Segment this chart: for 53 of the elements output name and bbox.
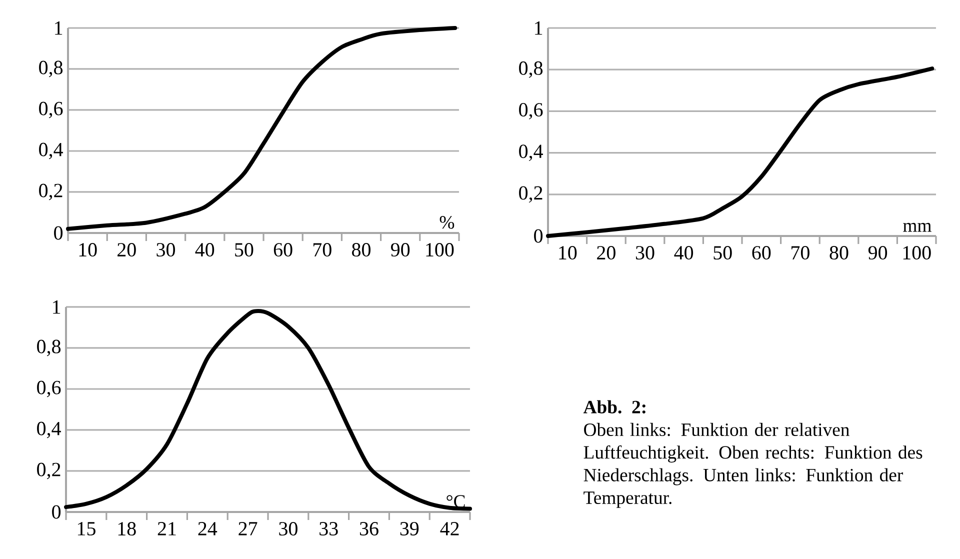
x-axis-title: %	[440, 216, 454, 229]
x-tick-label: 80	[352, 243, 370, 257]
y-tick-label: 0,4	[519, 144, 543, 161]
y-tick-label: 0,4	[37, 422, 61, 438]
text: Oben links: Funktion der relativen Luftfeuchtigkeit. Oben rechts: Funktion des Niederschlags. Unten links: Funktion der Temperatur.	[584, 422, 922, 508]
x-tick-label: 27	[238, 522, 258, 536]
y-tick-label: 0,4	[39, 142, 63, 160]
x-tick-label: 21	[158, 522, 176, 536]
y-tick-label: 0,8	[37, 340, 61, 356]
x-tick-label: 50	[235, 243, 254, 257]
x-tick-label: 90	[391, 243, 410, 257]
y-tick-label: 1	[53, 300, 60, 314]
x-tick-label: 30	[156, 243, 175, 257]
x-tick-label: 39	[400, 522, 419, 536]
x-tick-label: 24	[198, 522, 218, 536]
x-axis-title: mm	[903, 222, 932, 232]
x-tick-label: 42	[440, 522, 459, 536]
x-tick-label: 15	[78, 522, 96, 536]
x-tick-label: 30	[636, 246, 654, 260]
y-tick-label: 0	[534, 229, 543, 243]
line-series	[66, 26, 458, 231]
x-tick-label: 70	[313, 243, 332, 257]
y-tick-label: 1	[535, 21, 542, 35]
y-tick-label: 0	[52, 505, 61, 519]
x-tick-label: 70	[792, 246, 810, 260]
y-tick-label: 1	[55, 21, 62, 35]
x-tick-label: 18	[118, 522, 136, 536]
x-tick-label: 100	[903, 246, 931, 260]
y-tick-label: 0,2	[37, 462, 60, 480]
x-tick-label: 80	[830, 246, 848, 260]
x-tick-label: 60	[752, 246, 771, 260]
x-tick-label: 10	[79, 243, 97, 257]
text: Abb. 2:	[583, 400, 646, 414]
x-tick-label: 100	[426, 243, 454, 257]
x-tick-label: 40	[195, 243, 214, 257]
y-tick-label: 0,2	[519, 186, 542, 203]
y-tick-label: 0,8	[519, 61, 543, 78]
y-tick-label: 0,2	[39, 184, 62, 200]
y-tick-label: 0,6	[39, 102, 63, 118]
y-tick-label: 0,6	[37, 380, 61, 398]
x-tick-label: 33	[320, 522, 338, 536]
y-tick-label: 0,8	[39, 60, 63, 78]
x-tick-label: 50	[714, 246, 732, 260]
x-tick-label: 10	[559, 246, 577, 260]
x-tick-label: 60	[274, 243, 292, 257]
x-tick-label: 30	[279, 522, 298, 536]
y-tick-label: 0	[54, 226, 63, 240]
y-tick-label: 0,6	[519, 103, 543, 120]
x-tick-label: 90	[868, 246, 888, 260]
x-tick-label: 36	[360, 522, 378, 536]
x-tick-label: 40	[674, 246, 694, 260]
x-tick-label: 20	[118, 243, 136, 257]
x-tick-label: 20	[597, 246, 616, 260]
